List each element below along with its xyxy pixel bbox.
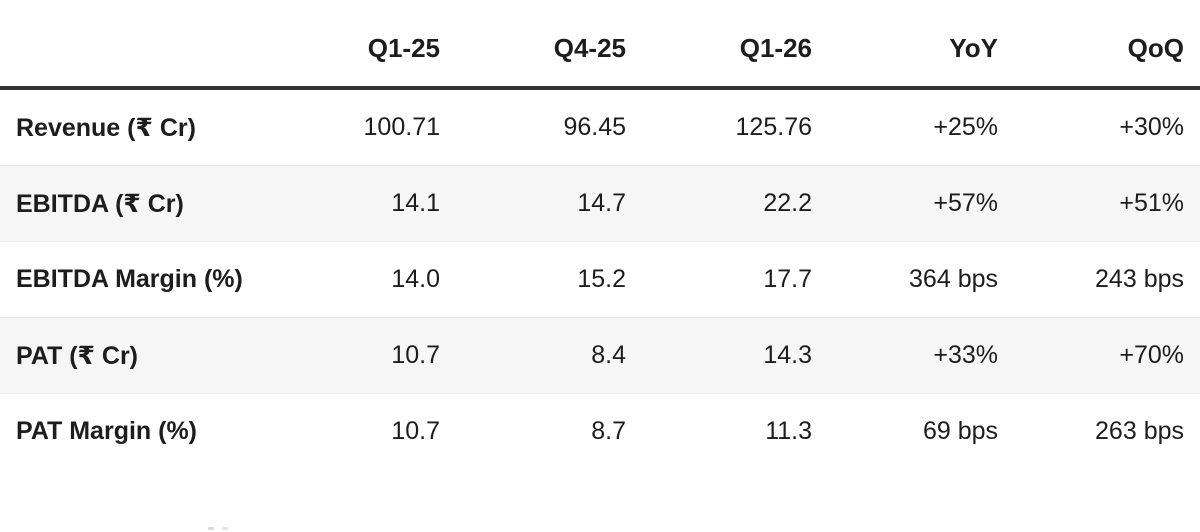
value-cell: +70% [1014,317,1200,394]
value-cell: 100.71 [270,88,456,166]
value-cell: 15.2 [456,241,642,318]
column-header-yoy: YoY [828,0,1014,90]
table-row-ebitda: EBITDA (₹ Cr) 14.1 14.7 22.2 +57% +51% [0,165,1200,242]
column-header-q1-25: Q1-25 [270,0,456,90]
column-header-q4-25: Q4-25 [456,0,642,90]
value-cell: +33% [828,317,1014,394]
value-cell: 8.7 [591,417,626,445]
value-cell: 17.7 [642,241,828,318]
metric-label: EBITDA (₹ Cr) [0,165,270,242]
table-row-pat-margin: PAT Margin (%) 10.7 8.7 11.3 69 bps 263 … [0,394,1200,470]
quarterly-results-table: Q1-25 Q4-25 Q1-26 YoY QoQ Revenue (₹ Cr)… [0,0,1200,470]
value-cell: 11.3 [765,417,812,445]
metric-column-header [0,0,270,90]
value-cell: 14.1 [270,165,456,242]
value-cell: 69 bps [922,417,998,445]
value-cell: +57% [828,165,1014,242]
value-cell: 10.7 [270,317,456,394]
value-cell: 263 bps [1095,417,1184,445]
column-header-qoq: QoQ [1014,0,1200,90]
value-cell: 22.2 [642,165,828,242]
value-cell: 14.3 [642,317,828,394]
table-row-revenue: Revenue (₹ Cr) 100.71 96.45 125.76 +25% … [0,88,1200,166]
cutoff-content-artifact [208,527,214,530]
metric-label: Revenue (₹ Cr) [0,88,270,166]
metric-label: EBITDA Margin (%) [0,241,270,318]
value-cell: 10.7 [391,417,440,445]
value-cell: 96.45 [456,88,642,166]
value-cell: 125.76 [642,88,828,166]
value-cell: 14.7 [456,165,642,242]
table-row-ebitda-margin: EBITDA Margin (%) 14.0 15.2 17.7 364 bps… [0,241,1200,318]
header-row: Q1-25 Q4-25 Q1-26 YoY QoQ [0,0,1200,90]
value-cell: 243 bps [1014,241,1200,318]
value-cell: +30% [1014,88,1200,166]
value-cell: +25% [828,88,1014,166]
value-cell: 14.0 [270,241,456,318]
value-cell: 364 bps [828,241,1014,318]
metric-label: PAT (₹ Cr) [0,317,270,394]
cutoff-content-artifact [222,527,228,530]
value-cell: +51% [1014,165,1200,242]
column-header-q1-26: Q1-26 [642,0,828,90]
metric-label: PAT Margin (%) [16,417,198,445]
table-row-pat: PAT (₹ Cr) 10.7 8.4 14.3 +33% +70% [0,317,1200,394]
value-cell: 8.4 [456,317,642,394]
